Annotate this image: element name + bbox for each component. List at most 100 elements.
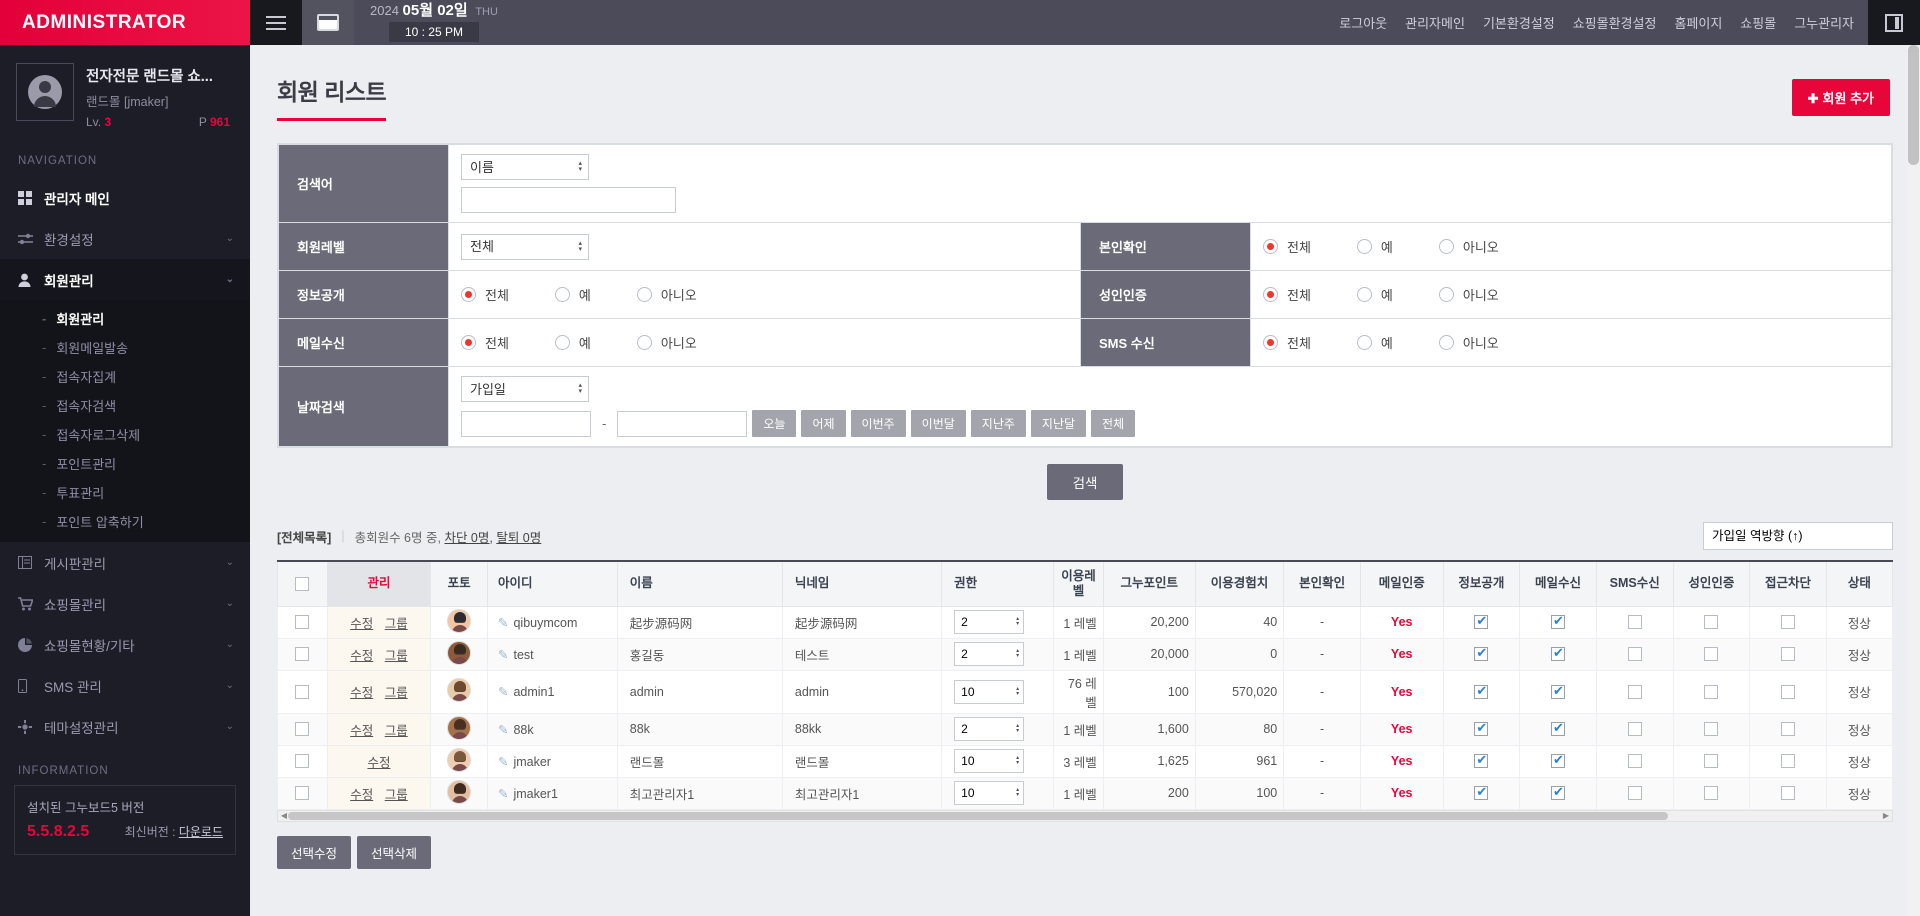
row-manage-cell[interactable]: 수정 그룹 <box>326 605 432 639</box>
edit-pencil-icon[interactable]: ✎ <box>497 685 509 699</box>
sms-radio-all[interactable]: 전체 <box>1263 333 1311 352</box>
screen-toggle-button[interactable] <box>302 0 354 45</box>
row-mailrecv-checkbox[interactable] <box>1551 720 1565 737</box>
row-openinfo-checkbox[interactable] <box>1474 683 1489 699</box>
row-checkbox[interactable] <box>295 684 310 699</box>
sidebar-item-board-management[interactable]: 게시판관리 ⌄ <box>0 542 250 583</box>
row-auth-cell[interactable]: 10 <box>941 744 1055 778</box>
row-openinfo-checkbox[interactable] <box>1474 720 1489 737</box>
sidebar-item-theme-settings[interactable]: 테마설정관리 ⌄ <box>0 706 250 747</box>
date-btn-all[interactable]: 전체 <box>1091 410 1136 437</box>
row-auth-cell[interactable]: 10 <box>941 776 1055 810</box>
row-select-cell[interactable] <box>277 712 328 746</box>
row-select-cell[interactable] <box>277 605 328 639</box>
scroll-right-arrow-icon[interactable]: ▶ <box>1882 810 1890 820</box>
sms-radio-no[interactable]: 아니오 <box>1438 333 1499 352</box>
row-manage-cell[interactable]: 수정 그룹 <box>326 669 432 714</box>
adult-radio-all[interactable]: 전체 <box>1263 285 1311 304</box>
sidebar-item-shop-management[interactable]: 쇼핑몰관리 ⌄ <box>0 583 250 624</box>
row-edit-link[interactable]: 수정 <box>350 648 374 663</box>
row-smsrecv-checkbox[interactable] <box>1627 615 1642 630</box>
mailrecv-radio-no[interactable]: 아니오 <box>636 333 697 352</box>
openinfo-radio-yes[interactable]: 예 <box>554 285 591 304</box>
edit-pencil-icon[interactable]: ✎ <box>497 754 509 769</box>
row-adult-checkbox[interactable] <box>1704 684 1719 699</box>
sidebar-item-sms-management[interactable]: SMS 관리 ⌄ <box>0 665 250 706</box>
date-type-select[interactable]: 가입일 <box>461 376 589 402</box>
row-group-link[interactable]: 그룹 <box>384 787 408 802</box>
row-id-cell[interactable]: ✎ qibuymcom <box>486 605 618 639</box>
row-auth-select[interactable]: 10 <box>954 749 1025 773</box>
row-adult-cell[interactable] <box>1672 744 1751 778</box>
date-btn-lastmonth[interactable]: 지난달 <box>1030 410 1087 437</box>
row-block-checkbox[interactable] <box>1781 615 1796 630</box>
row-auth-cell[interactable]: 2 <box>941 605 1055 639</box>
row-openinfo-cell[interactable] <box>1442 637 1521 671</box>
row-openinfo-cell[interactable] <box>1442 712 1521 746</box>
add-member-button[interactable]: ✚ 회원 추가 <box>1791 78 1890 116</box>
row-auth-cell[interactable]: 2 <box>941 637 1055 671</box>
sidebar-subitem-visitor-search[interactable]: - 접속자검색 <box>42 398 117 414</box>
row-openinfo-cell[interactable] <box>1442 605 1521 639</box>
row-mailrecv-cell[interactable] <box>1519 744 1597 778</box>
row-adult-checkbox[interactable] <box>1704 722 1719 737</box>
mailrecv-radio-all[interactable]: 전체 <box>461 333 509 352</box>
select-all-checkbox[interactable] <box>295 576 310 591</box>
row-block-checkbox[interactable] <box>1781 786 1796 801</box>
edit-pencil-icon[interactable]: ✎ <box>497 722 509 737</box>
row-smsrecv-checkbox[interactable] <box>1627 647 1642 662</box>
row-auth-select[interactable]: 2 <box>954 610 1025 634</box>
row-mailrecv-cell[interactable] <box>1519 712 1597 746</box>
row-smsrecv-cell[interactable] <box>1595 605 1674 639</box>
row-smsrecv-checkbox[interactable] <box>1627 754 1642 769</box>
row-openinfo-checkbox[interactable] <box>1474 645 1489 662</box>
sidebar-item-member-management[interactable]: 회원관리 ⌄ <box>0 259 250 300</box>
sidebar-subitem-poll-management[interactable]: - 투표관리 <box>42 485 105 501</box>
row-checkbox[interactable] <box>295 786 310 801</box>
row-auth-select[interactable]: 2 <box>954 717 1025 741</box>
right-panel-toggle-button[interactable] <box>1868 0 1920 45</box>
list-withdrawn-count[interactable]: 탈퇴 0명 <box>496 530 542 545</box>
topnav-gnu-admin[interactable]: 그누관리자 <box>1794 16 1854 31</box>
row-mailrecv-cell[interactable] <box>1519 605 1597 639</box>
row-checkbox[interactable] <box>295 722 310 737</box>
row-id-cell[interactable]: ✎ jmaker1 <box>486 776 618 810</box>
openinfo-radio-no[interactable]: 아니오 <box>636 285 697 304</box>
row-edit-link[interactable]: 수정 <box>350 723 374 738</box>
row-smsrecv-cell[interactable] <box>1595 776 1674 810</box>
sidebar-subitem-point-management[interactable]: - 포인트관리 <box>42 456 117 472</box>
row-mailrecv-checkbox[interactable] <box>1551 683 1565 699</box>
row-select-cell[interactable] <box>277 669 328 714</box>
identity-radio-no[interactable]: 아니오 <box>1438 237 1499 256</box>
sms-radio-yes[interactable]: 예 <box>1356 333 1393 352</box>
sidebar-item-admin-main[interactable]: 관리자 메인 <box>0 177 250 218</box>
sidebar-item-shop-status[interactable]: 쇼핑몰현황/기타 ⌄ <box>0 624 250 665</box>
row-checkbox[interactable] <box>295 754 310 769</box>
row-mailrecv-cell[interactable] <box>1519 637 1597 671</box>
row-mailrecv-checkbox[interactable] <box>1551 784 1565 801</box>
row-block-cell[interactable] <box>1749 637 1827 671</box>
sidebar-subitem-visitor-stats[interactable]: - 접속자집계 <box>42 369 117 385</box>
row-block-checkbox[interactable] <box>1781 647 1796 662</box>
sidebar-subitem-member-management[interactable]: - 회원관리 <box>42 311 105 327</box>
row-mailrecv-checkbox[interactable] <box>1551 613 1565 630</box>
row-block-cell[interactable] <box>1749 712 1827 746</box>
date-btn-lastweek[interactable]: 지난주 <box>970 410 1026 437</box>
sidebar-item-settings[interactable]: 환경설정 ⌄ <box>0 218 250 259</box>
row-select-cell[interactable] <box>277 776 328 810</box>
row-openinfo-cell[interactable] <box>1442 669 1521 714</box>
sidebar-subitem-visitor-log-delete[interactable]: - 접속자로그삭제 <box>42 427 141 443</box>
row-block-cell[interactable] <box>1749 744 1827 778</box>
scroll-left-arrow-icon[interactable]: ◀ <box>280 810 288 820</box>
row-group-link[interactable]: 그룹 <box>384 648 408 663</box>
row-smsrecv-checkbox[interactable] <box>1627 684 1642 699</box>
row-auth-cell[interactable]: 10 <box>941 669 1055 714</box>
edit-pencil-icon[interactable]: ✎ <box>497 647 509 662</box>
identity-radio-yes[interactable]: 예 <box>1356 237 1393 256</box>
row-auth-select[interactable]: 10 <box>954 781 1025 805</box>
row-checkbox[interactable] <box>295 647 310 662</box>
row-auth-select[interactable]: 10 <box>954 679 1025 704</box>
row-edit-link[interactable]: 수정 <box>350 616 374 631</box>
scroll-thumb[interactable] <box>288 811 1668 820</box>
row-id-cell[interactable]: ✎ admin1 <box>486 669 618 714</box>
